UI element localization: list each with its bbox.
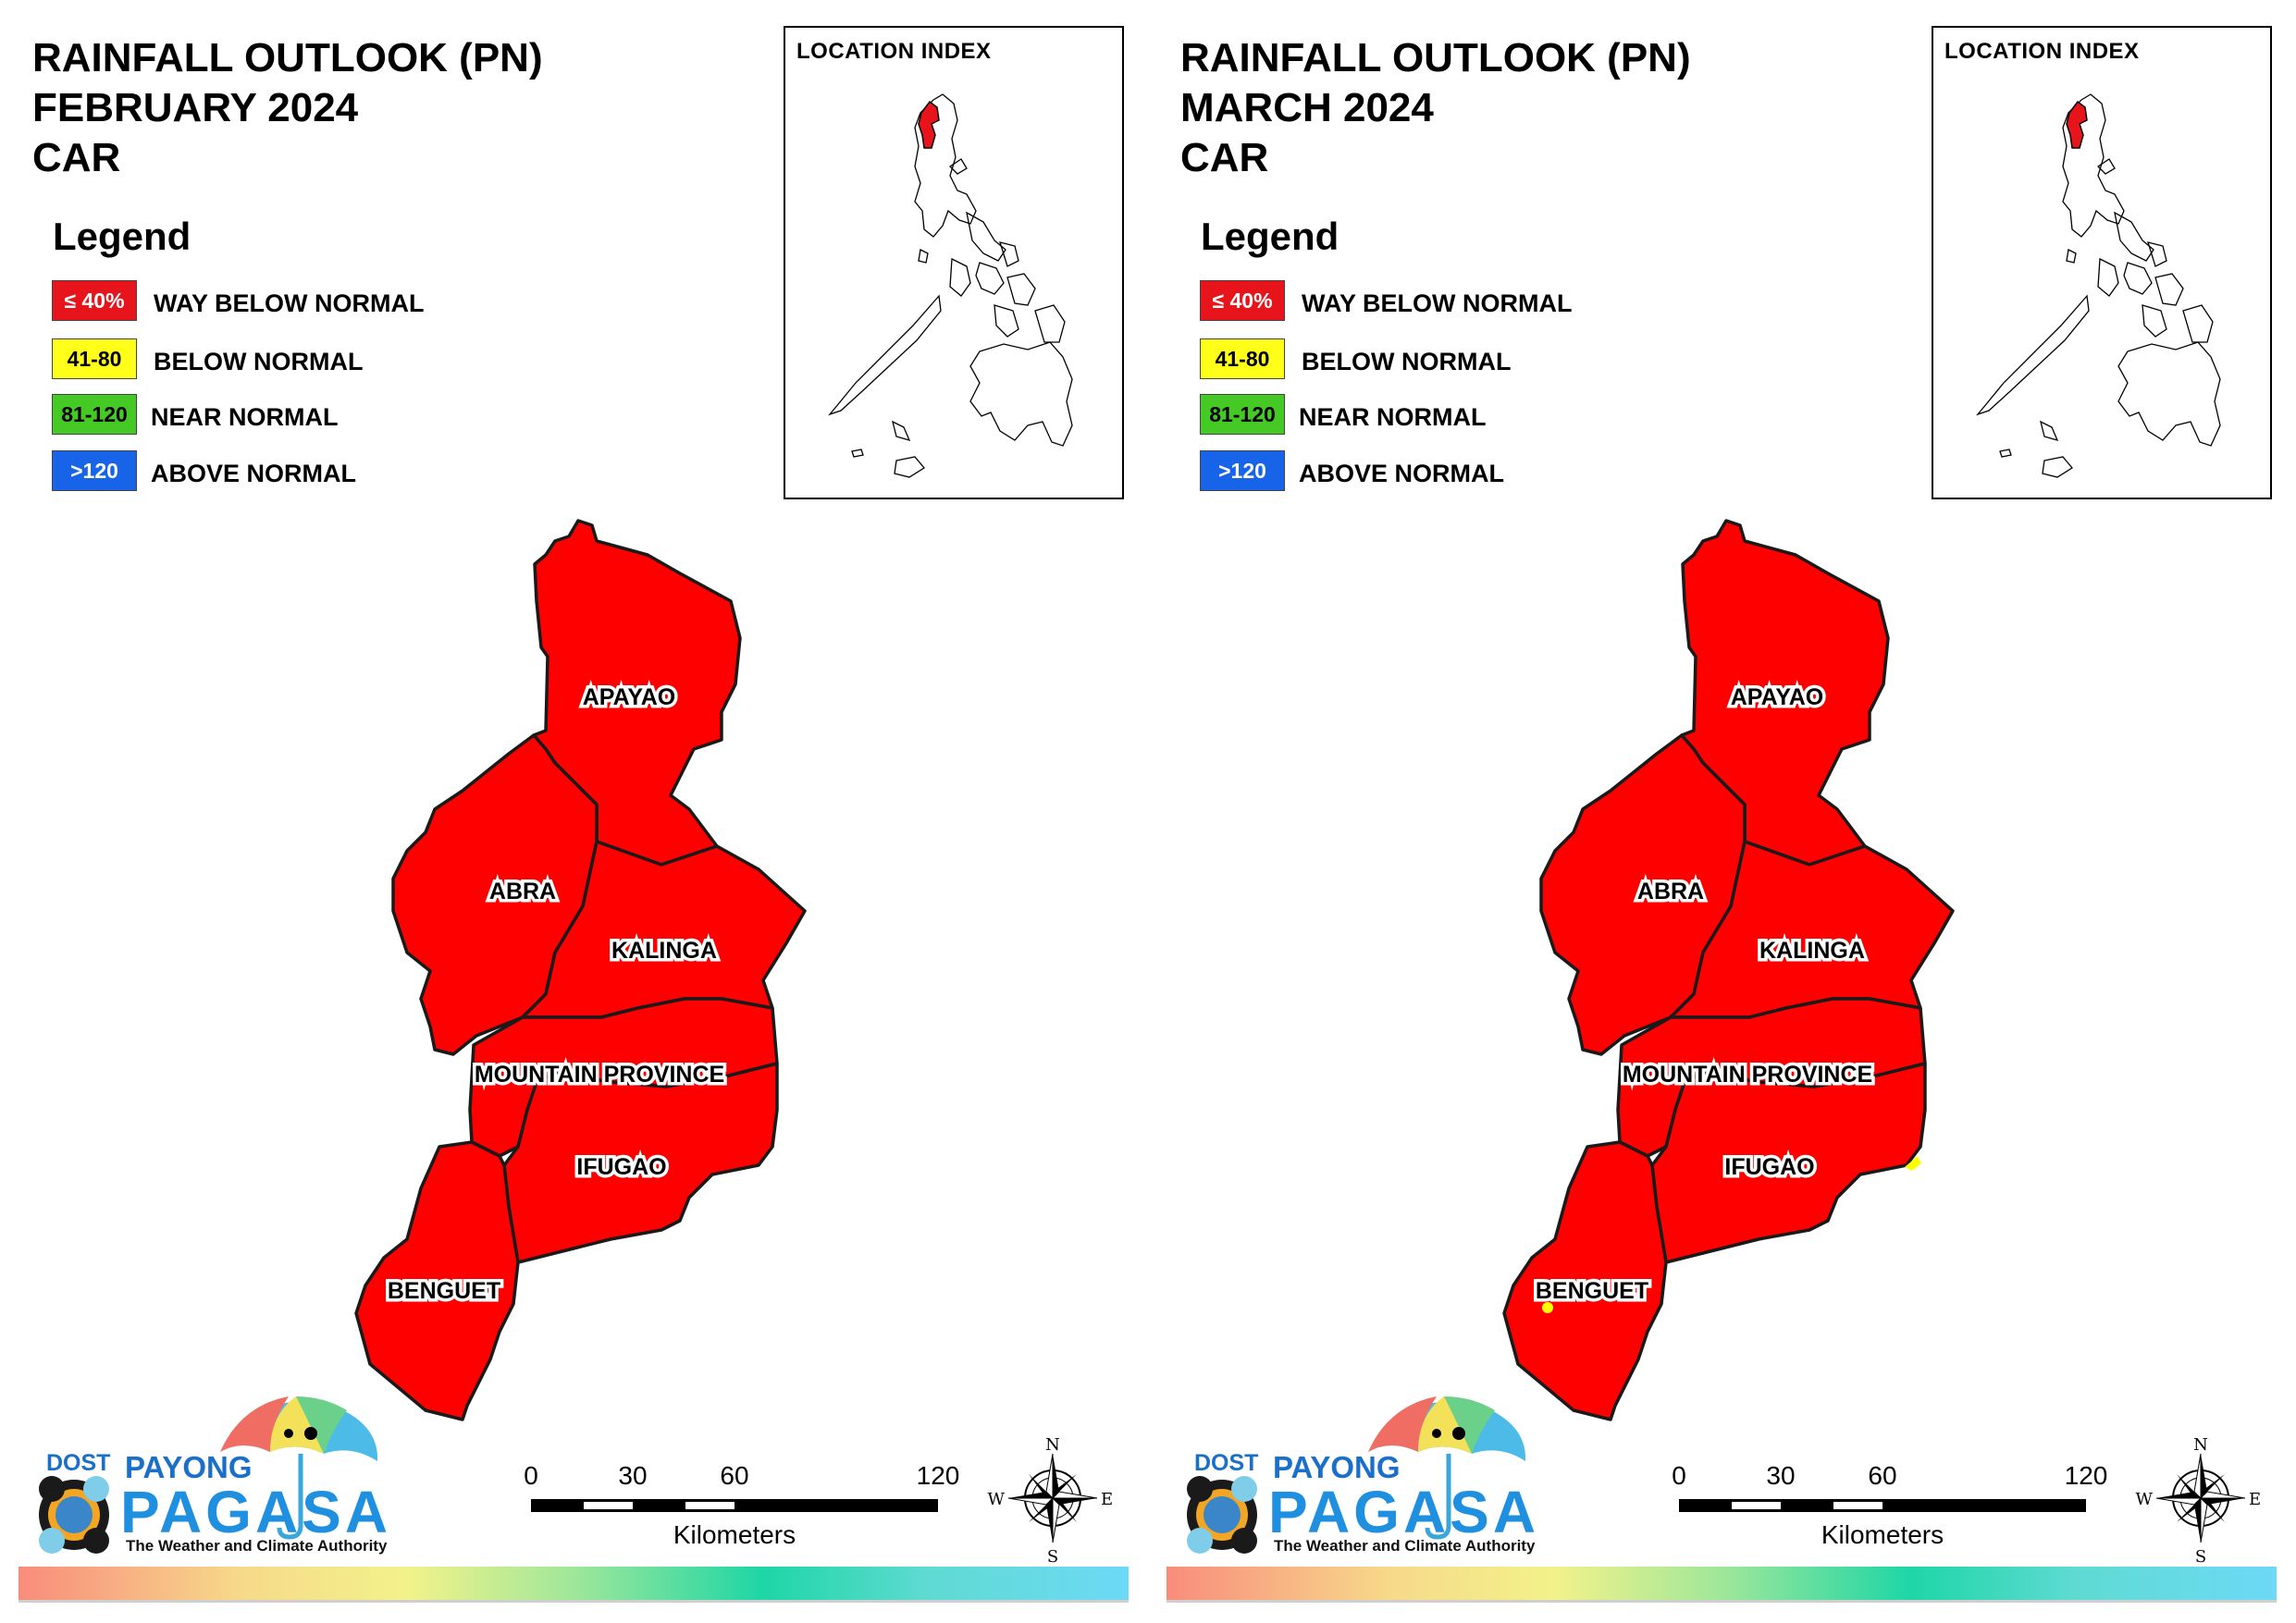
label-abra: ABRA (489, 879, 556, 904)
pagasa-logo-graphic (39, 1396, 378, 1554)
legend-label: WAY BELOW NORMAL (154, 289, 425, 317)
scale-tick-120: 120 (916, 1461, 960, 1490)
compass-w: W (987, 1490, 1005, 1509)
legend-label: BELOW NORMAL (154, 348, 364, 375)
province-benguet (1502, 1140, 1668, 1421)
title-line-1: RAINFALL OUTLOOK (PN) (1180, 35, 1691, 80)
label-mountain-province: MOUNTAIN PROVINCE (475, 1062, 724, 1088)
compass-s: S (1047, 1547, 1058, 1567)
pagasa-logo: DOST PAYONG PAGASA The Weather and Clima… (1176, 1387, 1564, 1563)
legend-title: Legend (53, 215, 191, 258)
car-province-map: APAYAO ABRA KALINGA MOUNTAIN PROVINCE IF… (1502, 519, 2261, 1567)
label-kalinga: KALINGA (611, 938, 717, 964)
province-benguet (354, 1140, 520, 1421)
pagasa-logo: DOST PAYONG PAGASA The Weather and Clima… (28, 1387, 416, 1563)
map-title: RAINFALL OUTLOOK (PN) FEBRUARY 2024 CAR (32, 33, 543, 183)
title-line-3: CAR (32, 135, 121, 180)
footer-gradient-bar (1167, 1567, 2277, 1600)
legend-label: BELOW NORMAL (1302, 348, 1512, 375)
footer-gradient-bar (19, 1567, 1129, 1600)
logo-dost-text: DOST (46, 1450, 111, 1476)
scale-tick-60: 60 (720, 1461, 749, 1490)
title-line-3: CAR (1180, 135, 1269, 180)
location-index-map: LOCATION INDEX (784, 26, 1124, 499)
scale-unit: Kilometers (1821, 1520, 1944, 1549)
scale-tick-120: 120 (2064, 1461, 2108, 1490)
legend-swatch: ≤ 40% (1200, 280, 1285, 321)
scale-tick-0: 0 (1672, 1461, 1686, 1490)
below-normal-patch-ifugao (1905, 1156, 1921, 1171)
logo-dost-text: DOST (1194, 1450, 1259, 1476)
compass-n: N (1045, 1435, 1060, 1455)
location-index-title: LOCATION INDEX (796, 39, 992, 64)
scale-unit: Kilometers (673, 1520, 796, 1549)
compass-s: S (2195, 1547, 2206, 1567)
label-ifugao: IFUGAO (1724, 1154, 1814, 1180)
compass-n: N (2193, 1435, 2208, 1455)
scale-bar-graphic (1679, 1499, 2086, 1512)
province-ifugao (1650, 1062, 1927, 1264)
label-ifugao: IFUGAO (576, 1154, 666, 1180)
legend-swatch: 41-80 (1200, 338, 1285, 379)
legend-label: NEAR NORMAL (151, 403, 339, 431)
compass-w: W (2135, 1490, 2153, 1509)
label-benguet: BENGUET (1536, 1278, 1648, 1304)
logo-payong-text: PAYONG (125, 1450, 253, 1484)
legend-swatch: >120 (52, 450, 137, 491)
below-normal-patches (1542, 1156, 1921, 1313)
scale-tick-30: 30 (1766, 1461, 1796, 1490)
philippines-outline (1976, 93, 2221, 478)
title-line-2: MARCH 2024 (1180, 85, 1434, 130)
logo-pagasa-text: PAGASA (1268, 1479, 1540, 1545)
legend-swatch: 81-120 (1200, 394, 1285, 435)
philippines-outline (828, 93, 1073, 478)
car-province-map: APAYAO ABRA KALINGA MOUNTAIN PROVINCE IF… (354, 519, 1113, 1567)
title-line-2: FEBRUARY 2024 (32, 85, 359, 130)
province-ifugao (502, 1062, 779, 1264)
legend-swatch: 41-80 (52, 338, 137, 379)
scale-bar-graphic (531, 1499, 938, 1512)
car-region-highlight (2066, 100, 2088, 149)
compass-rose: N S E W (987, 1435, 1113, 1567)
outlook-panel-february: RAINFALL OUTLOOK (PN) FEBRUARY 2024 CAR … (19, 26, 1129, 1603)
scale-tick-0: 0 (524, 1461, 538, 1490)
label-kalinga: KALINGA (1759, 938, 1865, 964)
legend-label: NEAR NORMAL (1299, 403, 1487, 431)
legend-swatch: >120 (1200, 450, 1285, 491)
logo-tagline: The Weather and Climate Authority (1274, 1537, 1536, 1555)
label-apayao: APAYAO (583, 684, 676, 710)
legend-label: WAY BELOW NORMAL (1302, 289, 1573, 317)
logo-payong-text: PAYONG (1273, 1450, 1401, 1484)
label-abra: ABRA (1637, 879, 1704, 904)
car-region-highlight (918, 100, 940, 149)
map-title: RAINFALL OUTLOOK (PN) MARCH 2024 CAR (1180, 33, 1691, 183)
legend-label: ABOVE NORMAL (151, 460, 356, 487)
legend-swatch: ≤ 40% (52, 280, 137, 321)
compass-e: E (2249, 1490, 2261, 1509)
label-apayao: APAYAO (1731, 684, 1824, 710)
pagasa-logo-graphic (1187, 1396, 1526, 1554)
compass-e: E (1101, 1490, 1113, 1509)
legend-swatch: 81-120 (52, 394, 137, 435)
outlook-panel-march: RAINFALL OUTLOOK (PN) MARCH 2024 CAR Leg… (1148, 0, 2296, 1623)
label-mountain-province: MOUNTAIN PROVINCE (1623, 1062, 1872, 1088)
compass-rose: N S E W (2135, 1435, 2261, 1567)
location-index-title: LOCATION INDEX (1944, 39, 2140, 64)
title-line-1: RAINFALL OUTLOOK (PN) (32, 35, 543, 80)
logo-tagline: The Weather and Climate Authority (126, 1537, 388, 1555)
legend-title: Legend (1201, 215, 1339, 258)
label-benguet: BENGUET (388, 1278, 500, 1304)
logo-pagasa-text: PAGASA (120, 1479, 392, 1545)
legend-label: ABOVE NORMAL (1299, 460, 1504, 487)
below-normal-patch-benguet (1542, 1302, 1553, 1313)
location-index-map: LOCATION INDEX (1932, 26, 2272, 499)
footer-divider (19, 1600, 1129, 1603)
footer-divider (1167, 1600, 2277, 1603)
scale-tick-60: 60 (1868, 1461, 1897, 1490)
scale-tick-30: 30 (618, 1461, 648, 1490)
